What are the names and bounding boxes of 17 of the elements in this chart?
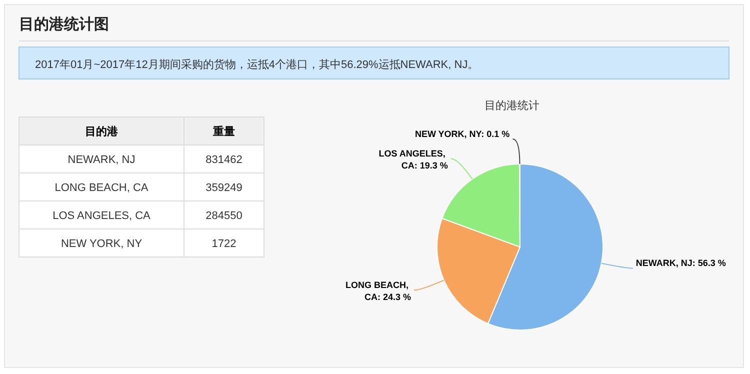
text: 2017年01月~2017年12月期间采购的货物，运抵4个港口，其中56.29%运抵NEWARK, NJ。 [35, 58, 479, 71]
chart-title: 目的港统计 [484, 99, 540, 112]
category-label: NEWARK, NJ [68, 154, 136, 166]
category-label: LONG BEACH, CA [54, 182, 149, 194]
data-label: 1722 [212, 238, 236, 250]
category-label: LOS ANGELES, CA [52, 210, 152, 222]
slice-label: NEWARK, NJ: 56.3 % [636, 258, 726, 268]
text: 目的港统计图 [19, 16, 109, 33]
data-label: 359249 [206, 182, 242, 194]
text: 目的港 [85, 125, 119, 138]
data-label: 284550 [206, 210, 242, 222]
category-label: NEW YORK, NY [60, 238, 143, 250]
slice-label: LONG BEACH, CA: 24.3 % [346, 280, 412, 302]
slice-label: NEW YORK, NY: 0.1 % [414, 129, 510, 139]
slice-label: LOS ANGELES, CA: 19.3 % [378, 148, 448, 171]
text: 重量 [212, 125, 235, 138]
data-label: 831462 [206, 154, 242, 166]
